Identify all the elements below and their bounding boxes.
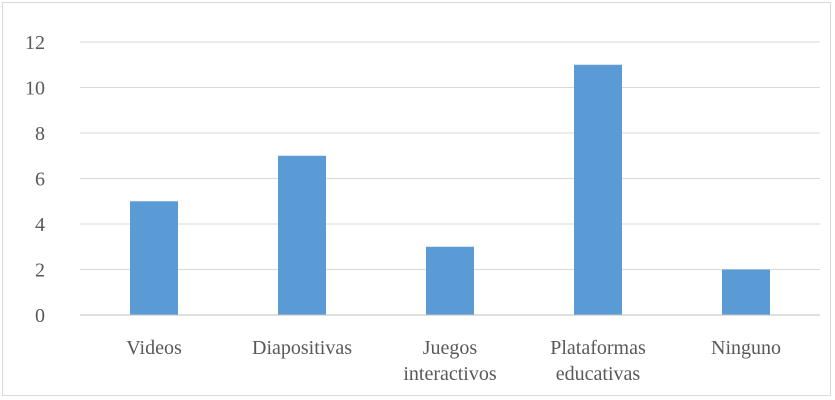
x-tick-label: Juegos interactivos	[403, 337, 497, 385]
y-tick-label: 12	[25, 32, 45, 54]
x-tick-label: Videos	[126, 337, 182, 359]
bar	[130, 201, 178, 315]
bar	[278, 155, 326, 315]
y-tick-label: 0	[35, 305, 45, 327]
x-tick-label-line: Diapositivas	[252, 337, 352, 359]
x-tick-label-line: Ninguno	[711, 337, 781, 359]
y-tick-labels: 0 2 4 6 8 10 12	[25, 32, 45, 327]
y-tick-label: 2	[35, 260, 45, 282]
x-tick-label-line: Videos	[126, 337, 182, 359]
x-tick-label: Ninguno	[711, 337, 781, 359]
bar	[722, 269, 770, 315]
y-tick-label: 4	[35, 214, 45, 236]
gridlines	[80, 41, 820, 270]
bar	[426, 246, 474, 315]
x-tick-labels: Videos Diapositivas Juegos interactivos Plat…	[126, 337, 781, 385]
y-tick-label: 10	[25, 78, 45, 100]
x-tick-label-line: interactivos	[403, 363, 497, 385]
y-tick-label: 8	[35, 123, 45, 145]
x-tick-label: Plataformas educativas	[550, 337, 646, 385]
x-tick-label-line: Plataformas	[550, 337, 646, 359]
x-tick-label-line: Juegos	[423, 337, 478, 359]
chart-frame	[2, 2, 831, 396]
bars	[130, 64, 770, 315]
bar	[574, 64, 622, 315]
x-tick-label: Diapositivas	[252, 337, 352, 359]
y-tick-label: 6	[35, 169, 45, 191]
x-tick-label-line: educativas	[556, 363, 641, 385]
